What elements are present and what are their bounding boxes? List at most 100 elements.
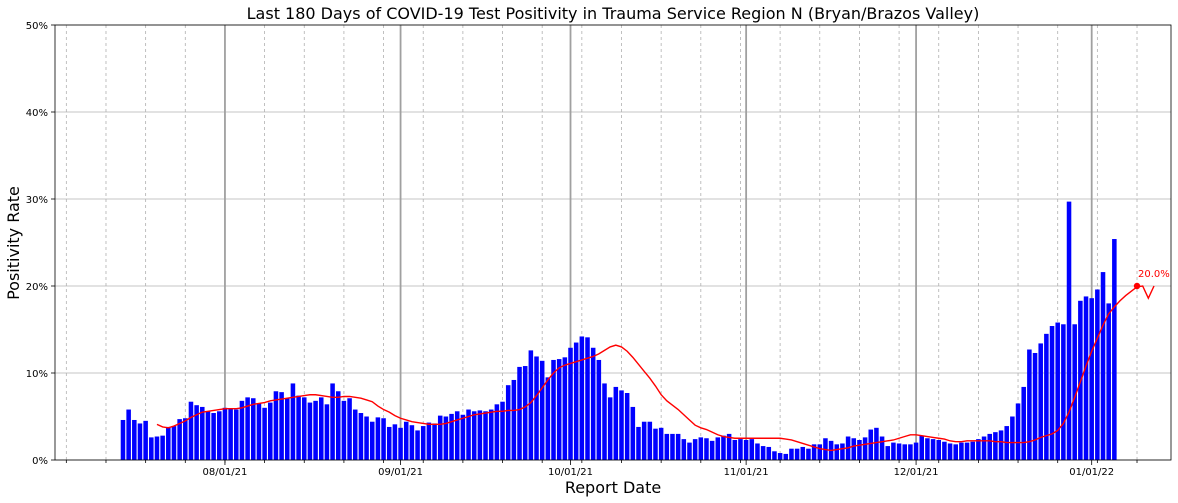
bar	[811, 444, 817, 460]
bar	[251, 398, 256, 460]
bar	[132, 419, 137, 460]
bar	[556, 359, 562, 460]
bar	[800, 446, 806, 460]
x-axis-label: Report Date	[565, 478, 661, 497]
y-tick-label: 40%	[26, 108, 48, 119]
moving-average-line	[156, 285, 1155, 452]
bar	[562, 357, 568, 460]
bar	[279, 392, 284, 460]
bar	[794, 448, 800, 460]
bar	[149, 437, 154, 460]
bar	[602, 383, 607, 460]
bar	[896, 443, 902, 460]
bar	[228, 408, 233, 460]
plot-frame	[54, 24, 1172, 461]
x-tick-label: 09/01/21	[378, 467, 423, 478]
bar	[913, 442, 919, 460]
bar	[766, 446, 772, 460]
bar	[1027, 349, 1032, 460]
bar	[437, 415, 443, 460]
bar	[262, 407, 267, 460]
y-tick-label: 0%	[32, 456, 48, 467]
bar	[942, 441, 947, 460]
y-axis-label: Positivity Rate	[4, 186, 23, 300]
bar	[874, 427, 879, 460]
bar	[443, 416, 449, 460]
bar	[726, 433, 732, 460]
bar	[313, 400, 318, 460]
y-tick-label: 20%	[26, 282, 48, 293]
bar	[409, 425, 415, 460]
bar	[239, 400, 245, 460]
x-tick-label: 01/01/22	[1069, 467, 1114, 478]
bar	[653, 428, 658, 460]
bar	[704, 438, 709, 460]
bar	[857, 439, 862, 460]
bar	[398, 427, 403, 460]
bar	[647, 421, 653, 460]
bar	[947, 443, 953, 460]
bar	[715, 437, 721, 460]
bar	[743, 439, 749, 460]
bar	[160, 435, 165, 460]
bar	[1038, 343, 1043, 460]
bar	[188, 401, 194, 460]
bar	[528, 350, 534, 460]
bar	[245, 397, 250, 460]
bar	[273, 391, 279, 460]
bar	[658, 427, 664, 460]
bar	[1112, 239, 1117, 460]
bar-series	[120, 201, 1117, 461]
bar	[687, 442, 692, 460]
bar	[1032, 352, 1038, 460]
bar	[511, 379, 517, 460]
bar	[154, 436, 160, 460]
y-tick-label: 10%	[26, 369, 48, 380]
bar	[375, 417, 381, 460]
bar	[817, 444, 823, 460]
bar	[613, 386, 619, 460]
x-tick-label: 12/01/21	[894, 467, 939, 478]
bar	[381, 418, 386, 460]
bar	[862, 437, 868, 460]
bar	[284, 398, 290, 460]
bar	[760, 446, 766, 460]
bar	[268, 402, 273, 460]
bar	[630, 406, 636, 460]
bar	[675, 433, 681, 460]
bar	[120, 419, 126, 460]
bar	[460, 414, 466, 460]
bar	[596, 359, 602, 460]
bar	[1083, 296, 1089, 460]
bar	[1015, 403, 1021, 460]
bar	[664, 433, 670, 460]
bar	[585, 337, 590, 460]
bar	[256, 403, 262, 460]
bar	[834, 444, 840, 460]
bar	[307, 402, 313, 460]
bar	[607, 397, 613, 460]
bar	[347, 398, 352, 460]
bar	[670, 433, 675, 460]
axes	[51, 24, 1172, 465]
bar	[364, 416, 369, 460]
bar	[454, 411, 460, 460]
bar	[301, 397, 307, 460]
bar	[335, 391, 341, 460]
bar	[868, 429, 874, 460]
bar	[1095, 289, 1100, 460]
bar	[488, 409, 494, 460]
bar	[970, 441, 975, 460]
bar	[449, 413, 454, 460]
x-tick-label: 10/01/21	[548, 467, 593, 478]
bar	[732, 439, 738, 460]
bar	[477, 410, 483, 460]
bar	[1066, 201, 1072, 461]
moving-average-series	[156, 285, 1155, 452]
annotations: 20.0%	[1133, 269, 1170, 290]
bar	[1061, 324, 1066, 460]
bar	[126, 409, 131, 460]
bar	[1044, 333, 1049, 460]
bar	[619, 390, 624, 460]
bar	[930, 439, 936, 460]
